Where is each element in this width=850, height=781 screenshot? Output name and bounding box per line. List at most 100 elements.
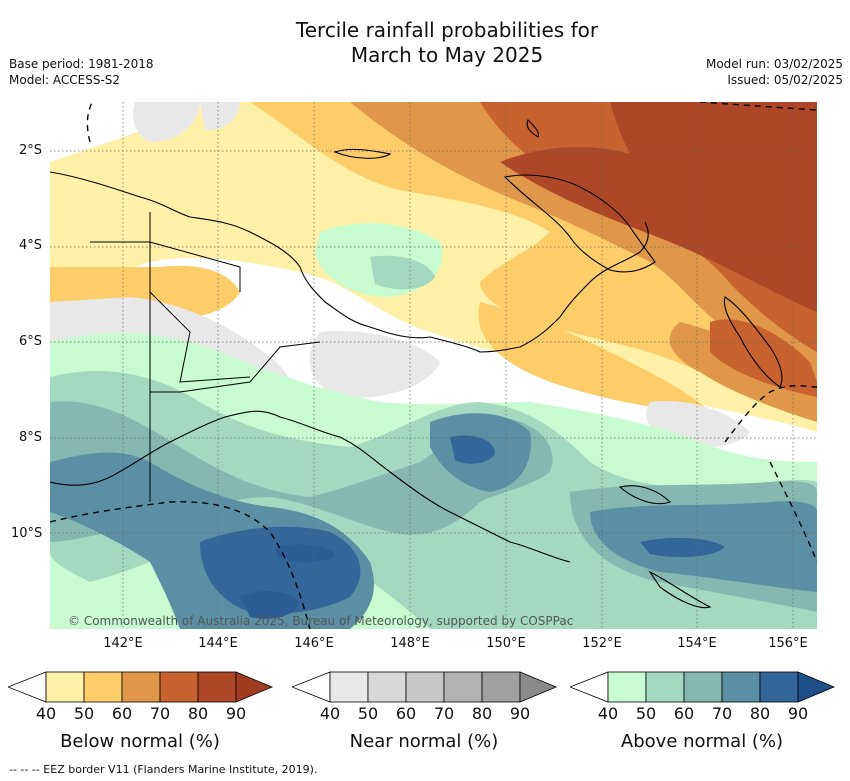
above-80-region-east (640, 537, 725, 558)
eez-border-west (50, 501, 311, 629)
meta-left: Base period: 1981-2018 Model: ACCESS-S2 (9, 56, 154, 88)
colorbar-above-seg-1 (607, 671, 647, 703)
colorbar-above-seg-5 (759, 671, 799, 703)
lon-label-146e: 146°E (294, 636, 334, 651)
lat-label-4s: 4°S (19, 238, 43, 253)
cb-above-tick-40: 40 (597, 704, 619, 723)
lat-label-8s: 8°S (19, 430, 43, 445)
cb-above-tick-90: 90 (787, 704, 809, 723)
colorbar-near-seg-4 (443, 671, 483, 703)
eez-border-north (86, 102, 93, 143)
coast-solomons (618, 485, 672, 505)
colorbar-below-high-end (235, 671, 274, 703)
copyright-notice: © Commonwealth of Australia 2025, Bureau… (68, 614, 573, 628)
base-period: Base period: 1981-2018 (9, 57, 154, 71)
lon-label-156e: 156°E (768, 636, 808, 651)
near-40-region-e (200, 102, 240, 131)
colorbar-near-low-end (292, 671, 331, 703)
colorbar-below-seg-5 (197, 671, 237, 703)
eez-border-ne (699, 102, 817, 111)
near-40-region-d (133, 102, 200, 142)
lat-label-6s: 6°S (19, 334, 43, 349)
colorbar-above-seg-3 (683, 671, 723, 703)
lon-label-144e: 144°E (198, 636, 238, 651)
title-line-2: March to May 2025 (350, 43, 544, 67)
colorbar-below-title: Below normal (%) (60, 731, 220, 752)
colorbar-near-seg-2 (367, 671, 407, 703)
colorbar-below-seg-4 (159, 671, 199, 703)
lon-label-142e: 142°E (103, 636, 143, 651)
cb-below-tick-90: 90 (225, 704, 247, 723)
coast-new-britain (503, 174, 656, 273)
below-70-region-east (710, 319, 817, 397)
colorbar-above-seg-4 (721, 671, 761, 703)
borders (90, 212, 321, 502)
colorbar-near-seg-1 (329, 671, 369, 703)
coastlines (50, 119, 783, 609)
colorbar-below (8, 671, 274, 703)
coast-new-ireland (526, 119, 539, 138)
model-name: Model: ACCESS-S2 (9, 73, 121, 87)
cb-above-tick-50: 50 (635, 704, 657, 723)
below-80-region-mid (500, 147, 817, 312)
cb-near-tick-60: 60 (395, 704, 417, 723)
coast-new-guinea-north (50, 171, 649, 353)
lon-label-154e: 154°E (677, 636, 717, 651)
coast-new-guinea-south (50, 410, 571, 563)
cb-near-tick-40: 40 (319, 704, 341, 723)
colorbar-above (570, 671, 836, 703)
colorbar-near-high-end (519, 671, 558, 703)
lon-label-148e: 148°E (390, 636, 430, 651)
colorbar-below-low-end (8, 671, 47, 703)
eez-border-east (724, 385, 817, 443)
colorbar-below-seg-3 (121, 671, 161, 703)
cb-below-tick-40: 40 (35, 704, 57, 723)
colorbar-near-seg-5 (481, 671, 521, 703)
cb-near-tick-80: 80 (471, 704, 493, 723)
map-title: Tercile rainfall probabilities for March… (0, 18, 850, 68)
cb-above-tick-70: 70 (711, 704, 733, 723)
lon-label-152e: 152°E (582, 636, 622, 651)
cb-below-tick-60: 60 (111, 704, 133, 723)
border-province-2 (149, 291, 251, 383)
issued-date: Issued: 05/02/2025 (727, 73, 843, 87)
eez-border-se (769, 461, 817, 563)
border-province-3 (150, 341, 321, 393)
cb-above-tick-60: 60 (673, 704, 695, 723)
coast-bougainville (723, 296, 783, 388)
lat-label-10s: 10°S (11, 526, 43, 541)
above-90-region (240, 590, 300, 619)
near-40-region-b (309, 331, 440, 398)
cb-below-tick-70: 70 (149, 704, 171, 723)
cb-near-tick-90: 90 (509, 704, 531, 723)
colorbar-near-seg-3 (405, 671, 445, 703)
lon-label-150e: 150°E (486, 636, 526, 651)
above-80-region-north (450, 435, 495, 464)
below-50-region-south (478, 302, 710, 412)
title-line-1: Tercile rainfall probabilities for (295, 18, 599, 42)
probability-map: © Commonwealth of Australia 2025, Bureau… (50, 102, 817, 629)
colorbar-above-high-end (797, 671, 836, 703)
colorbar-near (292, 671, 558, 703)
border-province-1 (90, 241, 241, 292)
lat-label-2s: 2°S (19, 143, 43, 158)
cb-above-tick-80: 80 (749, 704, 771, 723)
cb-below-tick-50: 50 (73, 704, 95, 723)
eez-borders (50, 102, 817, 629)
colorbar-above-low-end (570, 671, 609, 703)
colorbar-near-title: Near normal (%) (349, 731, 499, 752)
cb-near-tick-50: 50 (357, 704, 379, 723)
above-50-region-north (370, 255, 435, 290)
meta-right: Model run: 03/02/2025 Issued: 05/02/2025 (706, 56, 843, 88)
coast-manus (333, 148, 392, 159)
colorbar-below-seg-1 (45, 671, 85, 703)
cb-below-tick-80: 80 (187, 704, 209, 723)
above-90-region-b (275, 544, 335, 563)
colorbar-below-seg-2 (83, 671, 123, 703)
cb-near-tick-70: 70 (433, 704, 455, 723)
eez-footnote: -- -- -- EEZ border V11 (Flanders Marine… (9, 763, 318, 776)
colorbar-above-title: Above normal (%) (620, 731, 784, 752)
coast-louisiade (648, 570, 712, 609)
model-run: Model run: 03/02/2025 (705, 57, 843, 71)
colorbar-above-seg-2 (645, 671, 685, 703)
